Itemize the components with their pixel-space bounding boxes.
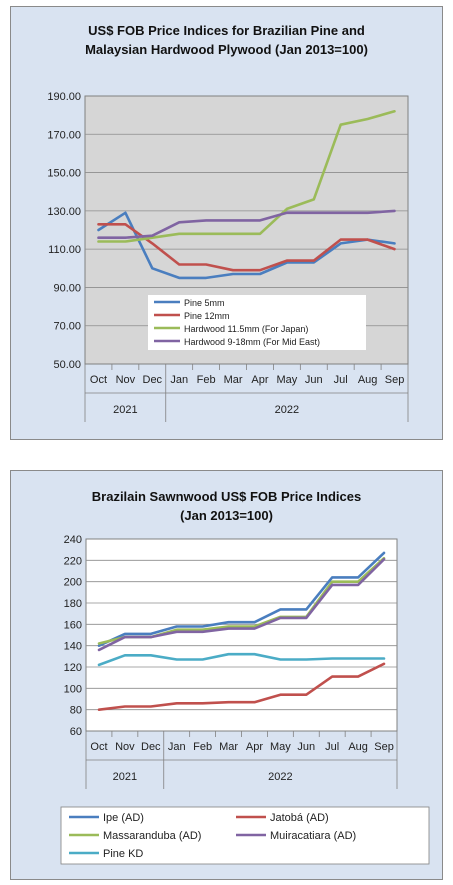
x-tick-label: Jan	[168, 741, 186, 753]
y-tick-label: 240	[64, 534, 82, 546]
legend-label: Jatobá (AD)	[270, 812, 329, 824]
x-tick-label: Feb	[193, 741, 212, 753]
y-tick-label: 150.00	[47, 168, 81, 180]
series-line	[97, 110, 396, 243]
chart-panel-plywood: US$ FOB Price Indices for Brazilian Pine…	[10, 6, 443, 440]
chart-title-sawnwood-line1: Brazilain Sawnwood US$ FOB Price Indices	[91, 489, 362, 504]
legend-label: Pine 12mm	[184, 311, 230, 321]
x-tick-label: Sep	[374, 741, 394, 753]
y-tick-label: 220	[64, 555, 82, 567]
x-tick-label: Jan	[170, 374, 188, 386]
y-tick-label: 90.00	[53, 282, 81, 294]
x-tick-label: May	[276, 374, 297, 386]
series-line	[97, 662, 386, 711]
y-tick-label: 100	[64, 683, 82, 695]
x-tick-label: Feb	[197, 374, 216, 386]
y-tick-label: 80	[70, 705, 82, 717]
legend-box	[148, 295, 366, 350]
x-year-label: 2021	[113, 771, 137, 783]
chart-title-sawnwood-line2: (Jan 2013=100)	[180, 508, 273, 523]
series-line	[97, 558, 386, 652]
legend-label: Hardwood 9-18mm (For Mid East)	[184, 337, 320, 347]
legend-label: Massaranduba (AD)	[103, 830, 201, 842]
x-tick-label: Dec	[143, 374, 163, 386]
x-tick-label: Aug	[358, 374, 378, 386]
chart-title-plywood-line2: Malaysian Hardwood Plywood (Jan 2013=100…	[85, 42, 368, 57]
x-tick-label: May	[270, 741, 291, 753]
x-tick-label: Apr	[246, 741, 263, 753]
y-tick-label: 60	[70, 726, 82, 738]
x-tick-label: Jun	[297, 741, 315, 753]
y-tick-label: 110.00	[48, 244, 81, 256]
y-tick-label: 140	[64, 641, 82, 653]
chart-panel-sawnwood: Brazilain Sawnwood US$ FOB Price Indices…	[10, 470, 443, 880]
y-tick-label: 160	[64, 619, 82, 631]
x-tick-label: Jun	[305, 374, 323, 386]
sawnwood-price-chart: 60 80 100 120 140 160 180 200 220 240 Oct Nov Dec Jan…	[60, 534, 430, 865]
x-tick-label: Oct	[90, 374, 107, 386]
y-tick-label: 70.00	[53, 321, 81, 333]
x-tick-label: Nov	[116, 374, 136, 386]
legend-label: Pine KD	[103, 848, 143, 860]
x-tick-label: Mar	[219, 741, 238, 753]
y-tick-label: 180	[64, 598, 82, 610]
y-tick-label: 130.00	[47, 206, 81, 218]
chart-title-plywood-line1: US$ FOB Price Indices for Brazilian Pine…	[88, 23, 365, 38]
x-tick-label: Nov	[115, 741, 135, 753]
plywood-price-chart: 50.00 70.00 90.00 110.00 130.00 150.00 170.00 1…	[47, 91, 409, 422]
x-tick-label: Mar	[224, 374, 243, 386]
x-tick-label: Jul	[334, 374, 348, 386]
series-line	[97, 652, 386, 667]
legend-label: Pine 5mm	[184, 298, 225, 308]
y-tick-label: 50.00	[53, 359, 81, 371]
y-tick-label: 170.00	[47, 129, 81, 141]
legend-label: Hardwood 11.5mm (For Japan)	[184, 324, 308, 334]
series-line	[97, 223, 396, 272]
y-tick-label: 120	[64, 662, 82, 674]
x-tick-label: Apr	[251, 374, 268, 386]
y-tick-label: 190.00	[47, 91, 81, 103]
x-year-label: 2022	[275, 404, 299, 416]
x-year-label: 2022	[268, 771, 292, 783]
legend-label: Ipe (AD)	[103, 812, 144, 824]
series-line	[97, 551, 386, 647]
x-tick-label: Sep	[385, 374, 405, 386]
x-tick-label: Jul	[325, 741, 339, 753]
x-year-label: 2021	[113, 404, 137, 416]
legend-label: Muiracatiara (AD)	[270, 830, 356, 842]
y-tick-label: 200	[64, 577, 82, 589]
series-line	[97, 209, 396, 239]
x-tick-label: Oct	[90, 741, 107, 753]
x-tick-label: Aug	[348, 741, 368, 753]
x-tick-label: Dec	[141, 741, 161, 753]
series-line	[97, 211, 396, 280]
